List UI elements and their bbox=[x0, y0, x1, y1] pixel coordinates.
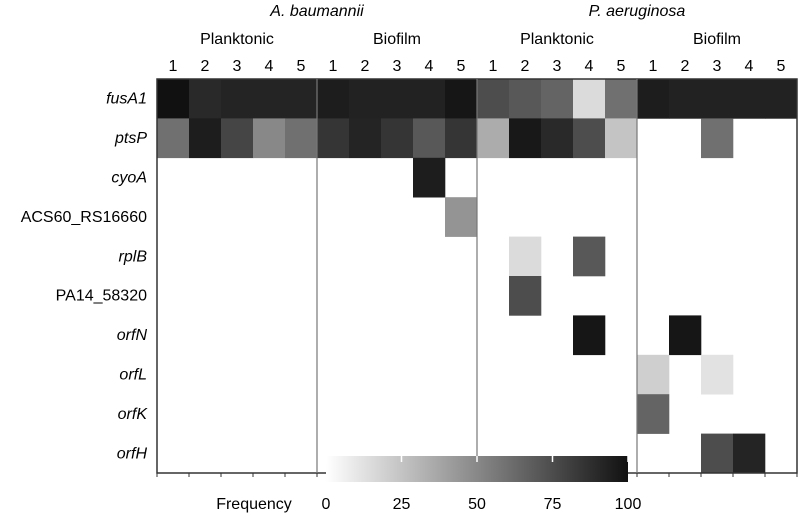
heatmap-cell bbox=[157, 79, 190, 119]
heatmap-cell bbox=[701, 79, 734, 119]
condition-label: Biofilm bbox=[373, 31, 421, 48]
gene-label: orfN bbox=[117, 327, 148, 344]
heatmap-cell bbox=[157, 118, 190, 159]
replicate-label: 4 bbox=[745, 58, 754, 75]
heatmap-cell bbox=[701, 354, 734, 395]
colorbar-tick-label: 50 bbox=[468, 496, 486, 513]
heatmap-cell bbox=[605, 118, 638, 159]
heatmap-cell bbox=[573, 236, 606, 277]
heatmap-cell bbox=[477, 118, 510, 159]
heatmap-cell bbox=[253, 79, 286, 119]
gene-label: ACS60_RS16660 bbox=[21, 209, 147, 226]
condition-label: Planktonic bbox=[200, 31, 274, 48]
heatmap-cell bbox=[701, 118, 734, 159]
heatmap-cell bbox=[445, 197, 478, 237]
replicate-label: 3 bbox=[233, 58, 242, 75]
heatmap-cell bbox=[413, 79, 446, 119]
heatmap-cells bbox=[157, 79, 798, 474]
replicate-label: 5 bbox=[297, 58, 306, 75]
heatmap-cell bbox=[733, 433, 766, 474]
condition-label: Planktonic bbox=[520, 31, 594, 48]
gene-label: ptsP bbox=[114, 130, 147, 147]
heatmap-cell bbox=[701, 433, 734, 474]
heatmap-cell bbox=[189, 79, 222, 119]
heatmap-cell bbox=[573, 315, 606, 356]
heatmap-cell bbox=[413, 157, 446, 198]
replicate-label: 4 bbox=[585, 58, 594, 75]
heatmap-cell bbox=[669, 315, 702, 356]
colorbar-label: Frequency bbox=[216, 496, 292, 513]
replicate-label: 5 bbox=[617, 58, 626, 75]
gene-labels: fusA1 ptsP cyoA ACS60_RS16660 rplB PA14_58320… bbox=[21, 91, 149, 463]
heatmap-cell bbox=[349, 79, 382, 119]
replicate-label: 5 bbox=[777, 58, 786, 75]
gene-label: orfK bbox=[118, 406, 149, 423]
replicate-label: 2 bbox=[201, 58, 210, 75]
heatmap-cell bbox=[733, 79, 766, 119]
heatmap-cell bbox=[221, 79, 254, 119]
heatmap-cell bbox=[317, 118, 350, 159]
heatmap-cell bbox=[221, 118, 254, 159]
gene-label: rplB bbox=[119, 248, 148, 265]
heatmap-cell bbox=[669, 79, 702, 119]
heatmap-cell bbox=[381, 79, 414, 119]
gene-label: cyoA bbox=[111, 170, 147, 187]
colorbar-tick-label: 0 bbox=[322, 496, 331, 513]
colorbar-tick-label: 25 bbox=[393, 496, 411, 513]
heatmap-cell bbox=[765, 79, 798, 119]
heatmap-cell bbox=[541, 118, 574, 159]
replicate-label: 5 bbox=[457, 58, 466, 75]
colorbar-tick-label: 75 bbox=[544, 496, 562, 513]
replicate-label: 3 bbox=[713, 58, 722, 75]
gene-label: PA14_58320 bbox=[56, 288, 147, 305]
heatmap-cell bbox=[541, 79, 574, 119]
colorbar-tick-label: 100 bbox=[615, 496, 642, 513]
replicate-label: 2 bbox=[361, 58, 370, 75]
heatmap-cell bbox=[413, 118, 446, 159]
organism-label: P. aeruginosa bbox=[589, 3, 686, 20]
heatmap-cell bbox=[349, 118, 382, 159]
replicate-label: 2 bbox=[681, 58, 690, 75]
heatmap-cell bbox=[477, 79, 510, 119]
replicate-label: 3 bbox=[553, 58, 562, 75]
heatmap-cell bbox=[445, 79, 478, 119]
heatmap-cell bbox=[637, 354, 670, 395]
heatmap-cell bbox=[189, 118, 222, 159]
organism-labels: A. baumannii P. aeruginosa bbox=[269, 3, 685, 20]
condition-labels: Planktonic Biofilm Planktonic Biofilm bbox=[200, 31, 741, 48]
heatmap-cell bbox=[509, 276, 542, 316]
replicate-label: 2 bbox=[521, 58, 530, 75]
heatmap-cell bbox=[445, 118, 478, 159]
heatmap-cell bbox=[637, 79, 670, 119]
heatmap-cell bbox=[285, 79, 318, 119]
replicate-label: 3 bbox=[393, 58, 402, 75]
heatmap-cell bbox=[637, 394, 670, 434]
gene-label: orfH bbox=[117, 445, 148, 462]
replicate-label: 4 bbox=[265, 58, 274, 75]
replicate-label: 1 bbox=[169, 58, 178, 75]
organism-label: A. baumannii bbox=[269, 3, 364, 20]
heatmap-cell bbox=[381, 118, 414, 159]
heatmap-cell bbox=[573, 118, 606, 159]
heatmap-cell bbox=[509, 79, 542, 119]
heatmap-cell bbox=[573, 79, 606, 119]
colorbar: Frequency 0 25 50 75 100 bbox=[216, 456, 641, 513]
replicate-labels: 1 2 3 4 5 1 2 3 4 5 1 2 3 4 5 1 2 3 4 5 bbox=[169, 58, 786, 75]
replicate-label: 1 bbox=[329, 58, 338, 75]
heatmap-cell bbox=[605, 79, 638, 119]
heatmap-cell bbox=[509, 118, 542, 159]
replicate-label: 1 bbox=[649, 58, 658, 75]
heatmap-cell bbox=[317, 79, 350, 119]
condition-label: Biofilm bbox=[693, 31, 741, 48]
heatmap-cell bbox=[509, 236, 542, 277]
replicate-label: 4 bbox=[425, 58, 434, 75]
gene-label: orfL bbox=[119, 367, 147, 384]
heatmap-cell bbox=[285, 118, 318, 159]
gene-label: fusA1 bbox=[106, 91, 147, 108]
replicate-label: 1 bbox=[489, 58, 498, 75]
heatmap-cell bbox=[253, 118, 286, 159]
